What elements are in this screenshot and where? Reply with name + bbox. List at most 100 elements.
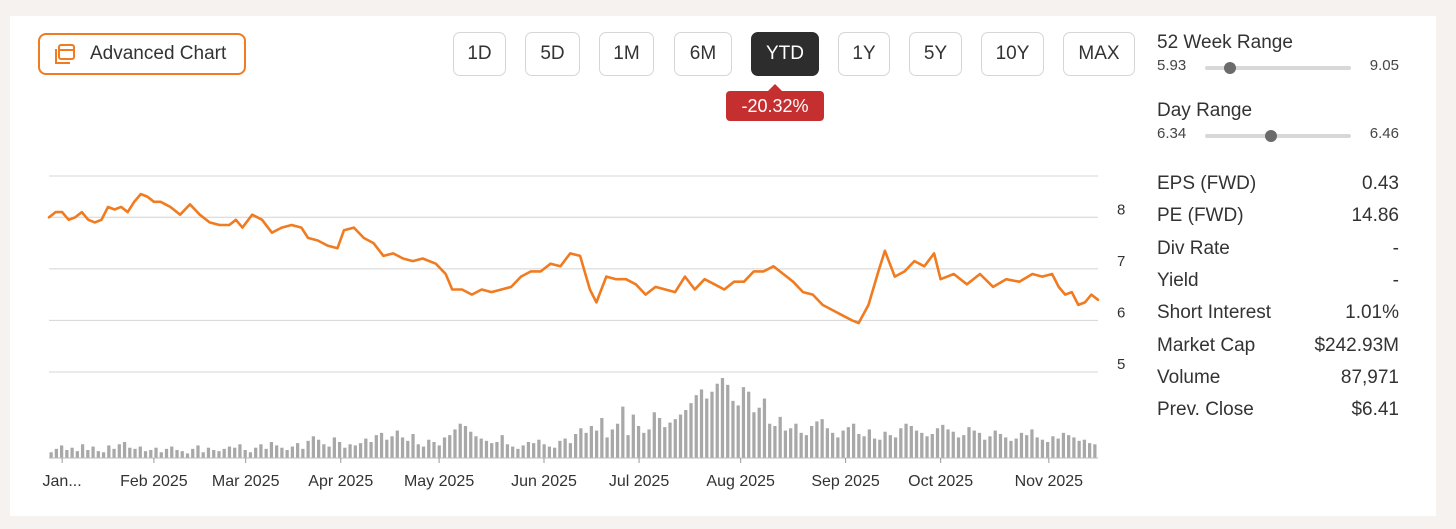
volume-bar [86, 450, 90, 458]
range-1y-button[interactable]: 1Y [838, 32, 890, 76]
volume-bar [925, 436, 929, 458]
week52-track [1205, 62, 1351, 74]
stat-label: Short Interest [1157, 302, 1272, 324]
week52-marker [1223, 62, 1236, 74]
volume-bar [589, 426, 593, 458]
volume-bar [736, 405, 740, 458]
ytd-change-badge: -20.32% [726, 84, 824, 121]
volume-bar [427, 439, 431, 458]
volume-bar [495, 442, 499, 458]
volume-bar [353, 445, 357, 458]
volume-bar [91, 446, 95, 458]
volume-bar [867, 429, 871, 458]
volume-bar [946, 429, 950, 458]
volume-bar [831, 432, 835, 458]
x-tick-label: Aug 2025 [706, 473, 775, 490]
volume-bar [1014, 438, 1018, 458]
volume-bar [579, 428, 583, 458]
volume-bar [657, 418, 662, 458]
volume-bar [437, 445, 441, 458]
range-6m-button[interactable]: 6M [674, 32, 732, 76]
y-tick-label: 8 [1117, 201, 1125, 218]
volume-bar [610, 429, 614, 458]
range-1m-button[interactable]: 1M [599, 32, 654, 76]
volume-bar [327, 446, 331, 458]
volume-bar [180, 451, 184, 458]
volume-bar [348, 444, 352, 458]
stat-row-div-rate: Div Rate - [1157, 233, 1399, 265]
range-ytd-button[interactable]: YTD [751, 32, 819, 76]
volume-bar [212, 450, 216, 458]
volume-bar [899, 428, 903, 458]
volume-bar [432, 442, 436, 458]
week52-high: 9.05 [1369, 57, 1399, 74]
volume-bar [694, 395, 698, 458]
volume-bar [594, 430, 599, 458]
stat-label: Div Rate [1157, 237, 1230, 259]
volume-bar [893, 437, 898, 458]
volume-bar [836, 437, 840, 458]
volume-bar [49, 452, 53, 458]
volume-bar [54, 448, 58, 458]
range-max-button[interactable]: MAX [1063, 32, 1135, 76]
volume-bar [500, 435, 504, 458]
volume-bar [988, 436, 992, 458]
range-5y-button[interactable]: 5Y [909, 32, 962, 76]
day-high: 6.46 [1369, 125, 1399, 142]
volume-bar [878, 439, 882, 458]
stat-label: Volume [1157, 366, 1221, 388]
volume-bar [1082, 439, 1087, 458]
volume-bar [930, 434, 934, 458]
volume-bar [1072, 437, 1076, 458]
volume-bar [128, 447, 132, 458]
volume-bar [170, 446, 174, 458]
stat-value: 87,971 [1340, 366, 1399, 388]
volume-bar [248, 452, 253, 458]
volume-bar [920, 432, 924, 458]
x-tick-label: Nov 2025 [1015, 473, 1084, 490]
volume-bar [652, 412, 656, 458]
volume-bar [259, 444, 263, 458]
volume-bar [684, 410, 688, 458]
volume-bar [1077, 440, 1081, 458]
volume-bar [678, 414, 683, 458]
advanced-chart-button[interactable]: Advanced Chart [38, 33, 246, 75]
volume-bar [458, 423, 462, 458]
volume-bar [752, 412, 756, 458]
volume-bar [1046, 442, 1050, 458]
volume-bar [621, 406, 625, 458]
volume-bar [1019, 432, 1024, 458]
volume-bar [747, 391, 751, 458]
volume-bar [846, 427, 850, 458]
stat-value: 0.43 [1362, 173, 1399, 195]
volume-bar [605, 437, 609, 458]
volume-bar [526, 442, 531, 458]
volume-bar [537, 439, 541, 458]
volume-bar [385, 439, 389, 458]
volume-bar [275, 445, 279, 458]
stats-panel: 52 Week Range 5.93 9.05 Day Range 6.34 6… [1157, 32, 1399, 426]
volume-bar [484, 440, 489, 458]
volume-bar [290, 446, 295, 458]
volume-bar [70, 447, 74, 458]
range-5d-button[interactable]: 5D [525, 32, 580, 76]
axis-labels: 8 7 6 5 Jan... Feb 2025 Mar 2025 Apr 2025 May 20… [43, 201, 1126, 490]
volume-bar [909, 426, 913, 458]
volume-bar [862, 436, 866, 458]
volume-bar [825, 428, 830, 458]
volume-bar [904, 423, 908, 458]
volume-bar [301, 448, 305, 458]
day-marker [1264, 130, 1277, 142]
volume-bar [935, 428, 940, 458]
volume-bar [699, 389, 704, 458]
volume-bar [741, 387, 746, 458]
range-1d-button[interactable]: 1D [453, 32, 506, 76]
volume-bar [285, 450, 289, 458]
volume-bar [59, 445, 64, 458]
range-10y-button[interactable]: 10Y [981, 32, 1044, 76]
volume-bar [810, 426, 814, 458]
volume-bar [112, 448, 116, 458]
volume-bar [421, 446, 426, 458]
volume-bar [80, 444, 85, 458]
volume-bar [553, 447, 557, 458]
